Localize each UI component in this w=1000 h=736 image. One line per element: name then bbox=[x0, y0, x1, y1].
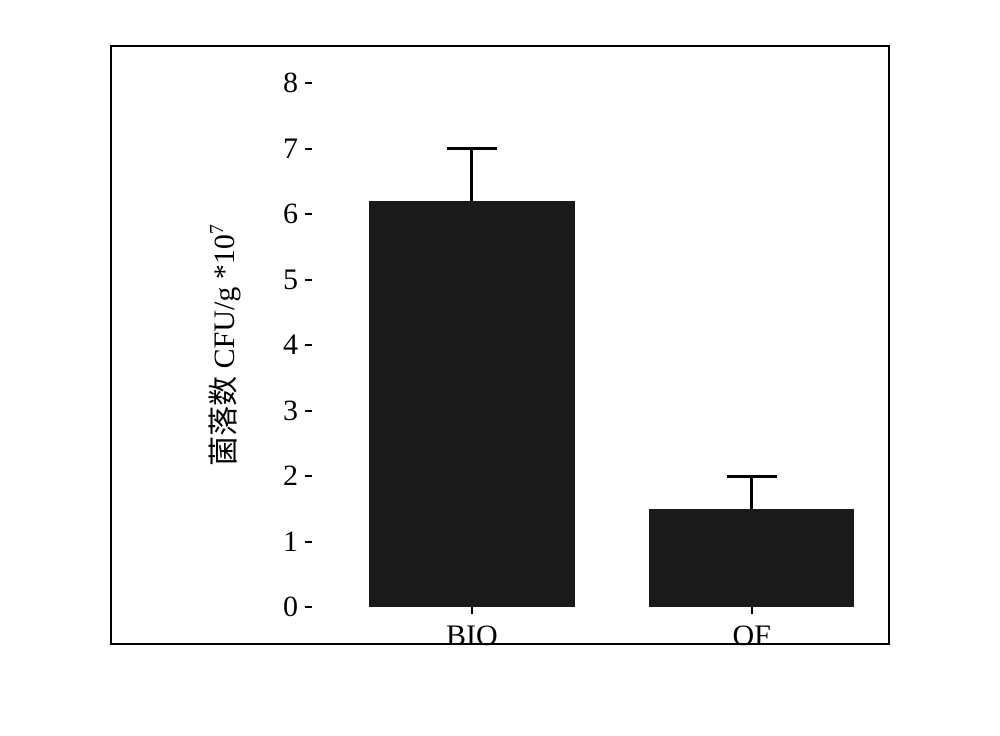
y-axis-label: 菌落数 CFU/g *107 bbox=[199, 224, 243, 466]
error-bar bbox=[470, 149, 473, 201]
y-axis-label-sup: 7 bbox=[206, 224, 228, 234]
y-tick-label: 5 bbox=[258, 263, 298, 297]
error-bar-cap bbox=[727, 475, 777, 478]
y-tick-label: 7 bbox=[258, 132, 298, 166]
y-tick-mark bbox=[305, 475, 312, 477]
chart-frame: 菌落数 CFU/g *107 012345678BIOOF bbox=[110, 45, 890, 645]
image-canvas: 菌落数 CFU/g *107 012345678BIOOF bbox=[0, 0, 1000, 736]
y-tick-label: 8 bbox=[258, 66, 298, 100]
x-tick-mark bbox=[751, 607, 753, 614]
x-tick-label: BIO bbox=[446, 619, 498, 653]
error-bar-cap bbox=[447, 147, 497, 150]
y-tick-label: 3 bbox=[258, 394, 298, 428]
y-tick-mark bbox=[305, 213, 312, 215]
y-tick-mark bbox=[305, 344, 312, 346]
y-tick-mark bbox=[305, 148, 312, 150]
y-tick-label: 6 bbox=[258, 197, 298, 231]
y-tick-mark bbox=[305, 279, 312, 281]
error-bar bbox=[750, 476, 753, 509]
y-tick-mark bbox=[305, 541, 312, 543]
plot-area bbox=[312, 83, 883, 607]
y-tick-mark bbox=[305, 82, 312, 84]
bar bbox=[649, 509, 855, 607]
bar bbox=[369, 201, 575, 607]
y-tick-label: 0 bbox=[258, 590, 298, 624]
y-tick-label: 1 bbox=[258, 525, 298, 559]
y-axis-label-text: 菌落数 CFU/g *10 bbox=[208, 234, 241, 466]
y-tick-label: 2 bbox=[258, 459, 298, 493]
x-tick-label: OF bbox=[732, 619, 770, 653]
x-tick-mark bbox=[471, 607, 473, 614]
y-tick-label: 4 bbox=[258, 328, 298, 362]
y-tick-mark bbox=[305, 606, 312, 608]
y-tick-mark bbox=[305, 410, 312, 412]
